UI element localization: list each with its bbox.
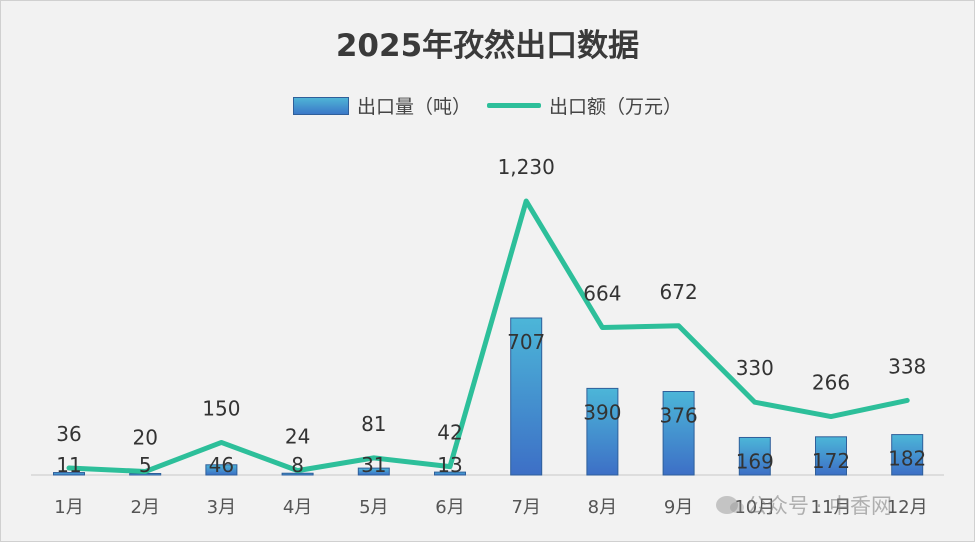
bar-4	[281, 472, 314, 476]
bar-label-3: 46	[209, 453, 234, 477]
line-label-11: 266	[812, 371, 850, 395]
line-label-6: 42	[437, 421, 462, 445]
x-tick-label-11: 11月	[811, 497, 852, 518]
x-tick-label-12: 12月	[887, 497, 928, 518]
wechat-icon	[716, 496, 744, 514]
bar-10	[738, 436, 771, 476]
line-label-5: 81	[361, 412, 386, 436]
line-label-1: 36	[56, 422, 81, 446]
bar-11	[815, 436, 847, 476]
x-tick-label-6: 6月	[435, 497, 464, 518]
line-label-9: 672	[660, 280, 698, 304]
bar-7	[510, 317, 543, 476]
chart-legend: 出口量（吨） 出口额（万元）	[0, 92, 975, 119]
line-label-4: 24	[285, 425, 310, 449]
x-tick-label-7: 7月	[511, 497, 540, 518]
legend-label-volume: 出口量（吨）	[356, 96, 471, 118]
legend-line-swatch	[487, 103, 541, 108]
bar-6	[434, 471, 466, 476]
line-label-7: 1,230	[498, 155, 555, 179]
watermark-text: 公众号 · 中香网	[746, 494, 893, 518]
legend-bar-swatch	[292, 96, 349, 115]
x-tick-label-1: 1月	[54, 497, 83, 518]
legend-item-value: 出口额（万元）	[487, 92, 682, 119]
bar-label-4: 8	[291, 453, 304, 477]
bar-label-2: 5	[139, 453, 152, 477]
x-tick-label-5: 5月	[359, 497, 388, 518]
x-tick-label-9: 9月	[664, 497, 693, 518]
bar-label-11: 172	[812, 449, 850, 473]
line-label-8: 664	[583, 282, 621, 306]
bar-12	[891, 434, 924, 476]
bar-3	[205, 464, 238, 476]
bar-1	[53, 472, 85, 476]
line-label-12: 338	[888, 354, 926, 378]
bar-label-10: 169	[736, 449, 774, 473]
bar-5	[357, 467, 390, 476]
bar-label-1: 11	[56, 453, 81, 477]
x-tick-label-2: 2月	[130, 497, 159, 518]
x-tick-label-8: 8月	[588, 497, 617, 518]
bar-8	[586, 387, 619, 476]
chart-title: 2025年孜然出口数据	[335, 28, 640, 64]
bar-label-7: 707	[507, 330, 545, 354]
x-tick-label-3: 3月	[207, 497, 236, 518]
bar-label-9: 376	[660, 404, 698, 428]
x-tick-label-10: 10月	[734, 497, 775, 518]
line-label-3: 150	[202, 396, 240, 420]
watermark: 公众号 · 中香网	[716, 490, 892, 520]
line-label-10: 330	[736, 356, 774, 380]
bar-9	[662, 391, 695, 476]
x-tick-label-4: 4月	[283, 497, 312, 518]
legend-label-value: 出口额（万元）	[549, 96, 683, 118]
bar-label-5: 31	[361, 453, 386, 477]
line-series	[66, 198, 910, 475]
line-label-2: 20	[132, 426, 157, 450]
bar-label-12: 182	[888, 447, 926, 471]
legend-item-volume: 出口量（吨）	[292, 92, 471, 119]
bar-label-8: 390	[583, 400, 621, 424]
bar-label-6: 13	[437, 453, 462, 477]
